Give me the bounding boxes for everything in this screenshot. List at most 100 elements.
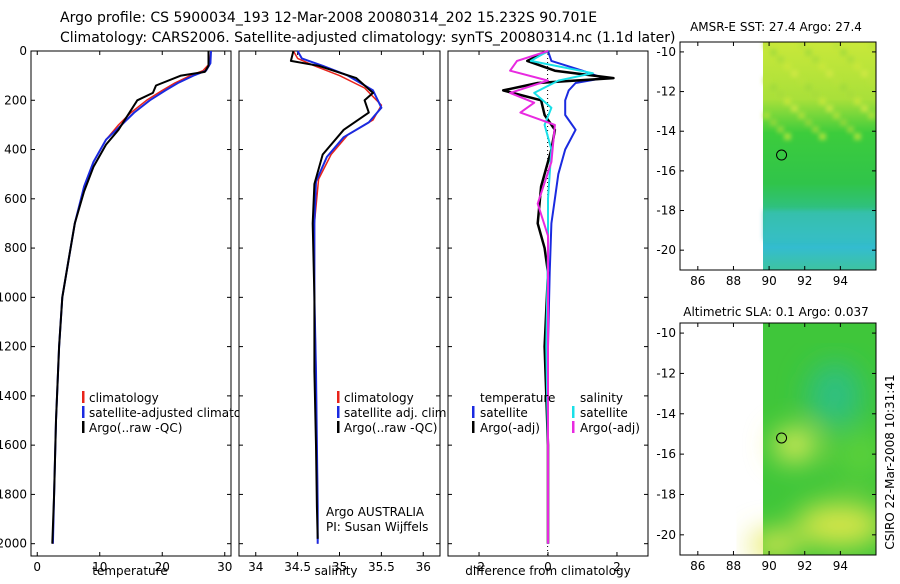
- y-tick-label: 1200: [0, 340, 27, 354]
- legend-swatch-satellite-adj: [337, 406, 340, 418]
- legend-swatch-temp-argo: [472, 421, 475, 433]
- sst-grid-cell: [763, 42, 770, 49]
- temperature-panel: 0 200 400 600 800 1000 1200 1400 1600 1800 2000 0 10…: [0, 44, 267, 578]
- sst-grid-cell: [833, 112, 840, 119]
- sst-grid-cell: [840, 84, 847, 91]
- sst-grid-cell: [784, 98, 791, 105]
- x-tick-label: 36: [416, 560, 431, 574]
- y-tick-label: 1600: [0, 438, 27, 452]
- sst-grid-cell: [798, 77, 805, 84]
- sst-grid-cell: [777, 56, 784, 63]
- sst-grid-cell: [819, 133, 826, 140]
- x-tick-label: -2: [473, 560, 485, 574]
- legend-label-satellite-adjusted: satellite-adjusted climatology: [89, 406, 267, 420]
- sla-anomaly-region: [750, 531, 800, 555]
- x-tick-label: 90: [761, 274, 776, 288]
- sla-anomaly-region: [835, 430, 876, 480]
- sst-grid-cell: [840, 119, 847, 126]
- x-tick-label: 94: [833, 274, 848, 288]
- x-tick-label: 20: [155, 560, 170, 574]
- sst-grid-cell: [812, 91, 819, 98]
- legend-swatch-satellite-adjusted: [82, 406, 85, 418]
- y-tick-label: -10: [656, 45, 676, 59]
- sst-map-panel: AMSR-E SST: 27.4 Argo: 27.4 -10 -12 -14 -16…: [656, 20, 877, 288]
- series-line-argo-raw-qc: [51, 51, 210, 544]
- series-line-salinity-argo-adj: [509, 50, 556, 544]
- sst-grid-cell: [763, 77, 770, 84]
- sla-map-title: Altimetric SLA: 0.1 Argo: 0.037: [683, 305, 868, 319]
- legend-swatch-argo: [337, 421, 340, 433]
- sst-cool-band: [763, 210, 876, 240]
- pi-annotation: PI: Susan Wijffels: [326, 520, 428, 534]
- y-tick-label: 1800: [0, 487, 27, 501]
- argo-float-marker: [776, 432, 788, 444]
- sst-grid-cell: [805, 84, 812, 91]
- y-tick-label: 1000: [0, 290, 27, 304]
- sst-grid-cell: [805, 119, 812, 126]
- legend-label-temp-argo: Argo(-adj): [480, 421, 540, 435]
- x-tick-label: 88: [726, 559, 741, 573]
- x-tick-label: 86: [690, 274, 705, 288]
- sst-grid-cell: [840, 49, 847, 56]
- y-tick-label: -16: [656, 164, 676, 178]
- legend-swatch-sal-argo: [572, 421, 575, 433]
- sst-grid-cell: [854, 133, 861, 140]
- x-tick-label: 92: [797, 559, 812, 573]
- y-tick-label: -20: [656, 243, 676, 257]
- sst-grid-cell: [847, 126, 854, 133]
- sst-grid-cell: [770, 84, 777, 91]
- series-line-argo-raw-qc: [289, 50, 374, 539]
- sst-grid-cell: [812, 56, 819, 63]
- sst-grid-cell: [798, 112, 805, 119]
- y-tick-label: 2000: [0, 537, 27, 551]
- difference-xlabel: difference from climatology: [465, 564, 631, 578]
- x-tick-label: 86: [690, 559, 705, 573]
- series-line-salinity-satellite: [529, 50, 594, 544]
- header-line-1: Argo profile: CS 5900034_193 12-Mar-2008…: [60, 10, 597, 26]
- sst-grid-cell: [812, 126, 819, 133]
- legend-label-sal-argo: Argo(-adj): [580, 421, 640, 435]
- argo-program-annotation: Argo AUSTRALIA: [326, 505, 425, 519]
- sst-grid-cell: [854, 63, 861, 70]
- sla-anomaly-region: [807, 363, 863, 427]
- y-tick-label: 0: [19, 44, 27, 58]
- x-tick-label: 30: [217, 560, 232, 574]
- sst-grid-cell: [861, 70, 868, 77]
- sst-grid-cell: [868, 112, 875, 119]
- temperature-xlabel: temperature: [92, 564, 167, 578]
- x-tick-label: 92: [797, 274, 812, 288]
- difference-panel: -2 0 2 difference from climatology tempera…: [447, 49, 649, 578]
- y-tick-label: -12: [656, 366, 676, 380]
- legend-label-satellite-adj: satellite adj. clim.: [344, 406, 450, 420]
- sst-grid-cell: [798, 42, 805, 49]
- sst-grid-cell: [847, 56, 854, 63]
- y-tick-label: 600: [4, 192, 27, 206]
- salinity-legend: climatology satellite adj. clim. Argo(..…: [337, 391, 450, 435]
- salinity-axes-frame: [238, 50, 441, 557]
- x-tick-label: 34: [248, 560, 263, 574]
- y-tick-label: -20: [656, 528, 676, 542]
- sst-grid-cell: [784, 133, 791, 140]
- sst-grid-cell: [777, 91, 784, 98]
- sla-map-frame: [679, 322, 877, 556]
- y-tick-label: -16: [656, 447, 676, 461]
- header-line-2: Climatology: CARS2006. Satellite-adjuste…: [60, 30, 675, 46]
- sla-heatmap: [750, 323, 876, 555]
- sst-grid-cell: [854, 98, 861, 105]
- y-tick-label: -12: [656, 85, 676, 99]
- y-tick-label: 200: [4, 93, 27, 107]
- x-tick-label: 35: [332, 560, 347, 574]
- legend-label-argo: Argo(..raw -QC): [344, 421, 437, 435]
- y-tick-label: 400: [4, 143, 27, 157]
- y-tick-label: -10: [656, 326, 676, 340]
- creation-stamp: CSIRO 22-Mar-2008 10:31:41: [883, 374, 897, 549]
- x-tick-label: 34.5: [284, 560, 311, 574]
- difference-legend: temperature satellite Argo(-adj) salinit…: [472, 391, 640, 435]
- legend-label-climatology: climatology: [89, 391, 159, 405]
- sla-anomaly-region: [795, 503, 876, 547]
- argo-float-marker: [776, 149, 788, 161]
- legend-label-sal-satellite: satellite: [580, 406, 628, 420]
- x-tick-label: 88: [726, 274, 741, 288]
